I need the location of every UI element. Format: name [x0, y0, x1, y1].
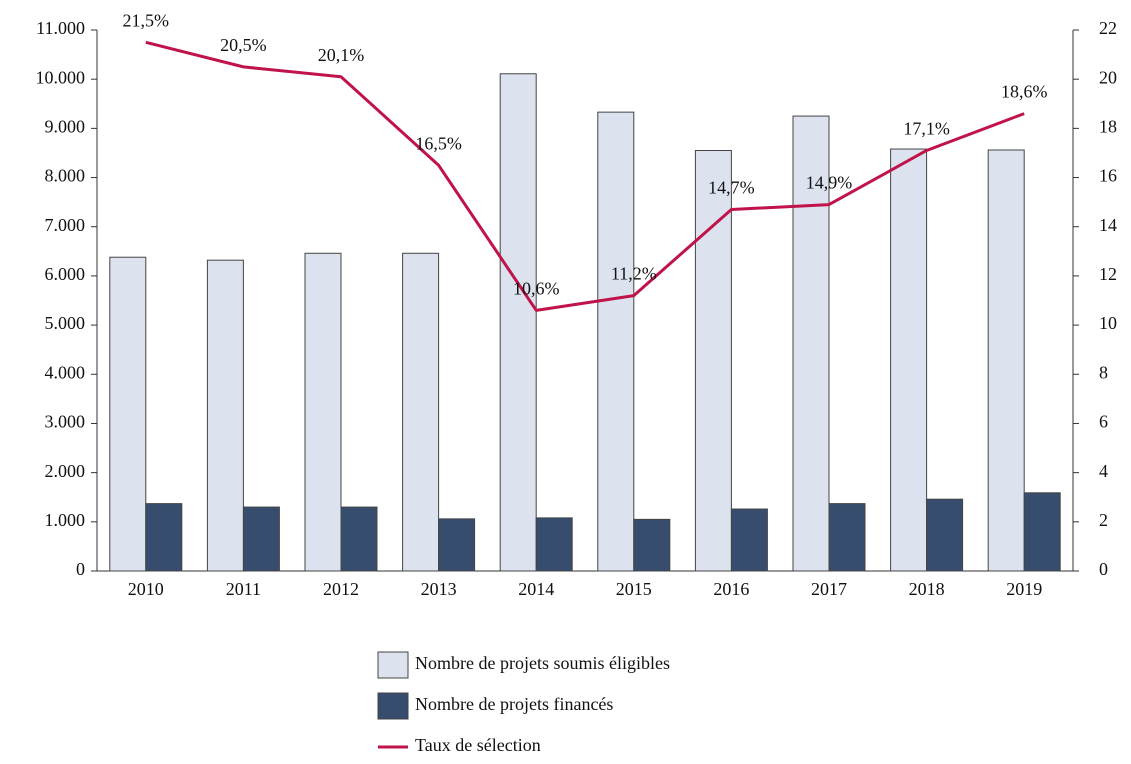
y2-tick-label: 2 — [1099, 510, 1108, 530]
y2-tick-label: 4 — [1099, 461, 1108, 481]
y-tick-label: 1.000 — [45, 510, 86, 530]
y2-tick-label: 8 — [1099, 362, 1108, 382]
x-tick-label: 2017 — [811, 579, 847, 599]
y2-tick-label: 12 — [1099, 264, 1117, 284]
y-tick-label: 3.000 — [45, 412, 86, 432]
y-tick-label: 5.000 — [45, 313, 86, 333]
y-tick-label: 8.000 — [45, 166, 86, 186]
y-tick-label: 7.000 — [45, 215, 86, 235]
bar — [828, 503, 866, 572]
y2-tick-label: 14 — [1099, 215, 1117, 235]
bar — [926, 498, 964, 572]
bar — [694, 149, 732, 572]
y-tick-label: 9.000 — [45, 116, 86, 136]
y-tick-label: 10.000 — [36, 67, 86, 87]
data-label: 20,5% — [220, 35, 267, 55]
bar — [402, 252, 440, 572]
data-label: 16,5% — [415, 133, 462, 153]
x-tick-label: 2016 — [713, 579, 749, 599]
legend-swatch — [377, 651, 409, 679]
x-tick-label: 2010 — [128, 579, 164, 599]
data-label: 14,7% — [708, 178, 755, 198]
x-tick-label: 2015 — [616, 579, 652, 599]
y-tick-label: 11.000 — [36, 18, 85, 38]
x-tick-label: 2013 — [421, 579, 457, 599]
y-tick-label: 2.000 — [45, 461, 86, 481]
y-tick-label: 4.000 — [45, 362, 86, 382]
y2-tick-label: 16 — [1099, 166, 1117, 186]
line — [145, 40, 1025, 312]
x-tick-label: 2018 — [909, 579, 945, 599]
bar — [633, 518, 671, 572]
x-tick-label: 2014 — [518, 579, 554, 599]
bar — [109, 256, 147, 572]
y2-tick-label: 20 — [1099, 67, 1117, 87]
y2-tick-label: 0 — [1099, 559, 1108, 579]
bar — [987, 149, 1025, 572]
data-label: 14,9% — [806, 173, 853, 193]
data-label: 18,6% — [1001, 82, 1048, 102]
data-label: 21,5% — [123, 10, 170, 30]
bar — [499, 73, 537, 572]
bar — [438, 518, 476, 572]
bar — [206, 259, 244, 572]
bar — [304, 252, 342, 572]
x-tick-label: 2011 — [226, 579, 261, 599]
bar — [535, 517, 573, 572]
bar — [890, 148, 928, 572]
legend-label: Nombre de projets financés — [415, 694, 613, 714]
bar — [145, 503, 183, 572]
bar — [730, 508, 768, 572]
bar — [597, 111, 635, 572]
legend-label: Taux de sélection — [415, 735, 541, 755]
data-label: 10,6% — [513, 278, 560, 298]
y2-tick-label: 10 — [1099, 313, 1117, 333]
bar — [1023, 492, 1061, 572]
y2-tick-label: 22 — [1099, 18, 1117, 38]
x-tick-label: 2012 — [323, 579, 359, 599]
data-label: 17,1% — [903, 119, 950, 139]
y2-tick-label: 18 — [1099, 116, 1117, 136]
bar — [242, 506, 280, 572]
data-label: 20,1% — [318, 45, 365, 65]
y-tick-label: 0 — [76, 559, 85, 579]
y-tick-label: 6.000 — [45, 264, 86, 284]
legend-label: Nombre de projets soumis éligibles — [415, 653, 670, 673]
x-tick-label: 2019 — [1006, 579, 1042, 599]
bar — [792, 115, 830, 572]
y2-tick-label: 6 — [1099, 412, 1108, 432]
data-label: 11,2% — [611, 264, 657, 284]
legend-swatch — [377, 692, 409, 720]
bar — [340, 506, 378, 572]
